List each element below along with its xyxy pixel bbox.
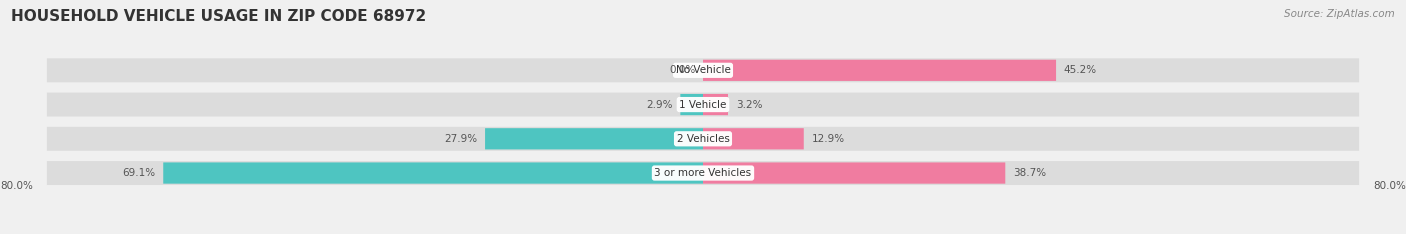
FancyBboxPatch shape [703, 128, 804, 150]
FancyBboxPatch shape [681, 94, 703, 115]
Text: No Vehicle: No Vehicle [675, 65, 731, 75]
Text: 45.2%: 45.2% [1064, 65, 1097, 75]
Text: 12.9%: 12.9% [811, 134, 845, 144]
Text: 80.0%: 80.0% [1374, 181, 1406, 191]
FancyBboxPatch shape [46, 93, 1360, 117]
Text: 0.0%: 0.0% [669, 65, 695, 75]
Text: 80.0%: 80.0% [0, 181, 32, 191]
Text: Source: ZipAtlas.com: Source: ZipAtlas.com [1284, 9, 1395, 19]
FancyBboxPatch shape [485, 128, 703, 150]
Text: 27.9%: 27.9% [444, 134, 477, 144]
Text: HOUSEHOLD VEHICLE USAGE IN ZIP CODE 68972: HOUSEHOLD VEHICLE USAGE IN ZIP CODE 6897… [11, 9, 426, 24]
FancyBboxPatch shape [703, 60, 1056, 81]
FancyBboxPatch shape [703, 94, 728, 115]
Text: 2 Vehicles: 2 Vehicles [676, 134, 730, 144]
FancyBboxPatch shape [46, 127, 1360, 151]
Text: 3 or more Vehicles: 3 or more Vehicles [654, 168, 752, 178]
Text: 69.1%: 69.1% [122, 168, 156, 178]
FancyBboxPatch shape [163, 162, 703, 184]
Text: 2.9%: 2.9% [645, 99, 672, 110]
Text: 38.7%: 38.7% [1014, 168, 1046, 178]
FancyBboxPatch shape [46, 161, 1360, 185]
Text: 1 Vehicle: 1 Vehicle [679, 99, 727, 110]
Text: 3.2%: 3.2% [735, 99, 762, 110]
FancyBboxPatch shape [703, 162, 1005, 184]
FancyBboxPatch shape [46, 58, 1360, 82]
